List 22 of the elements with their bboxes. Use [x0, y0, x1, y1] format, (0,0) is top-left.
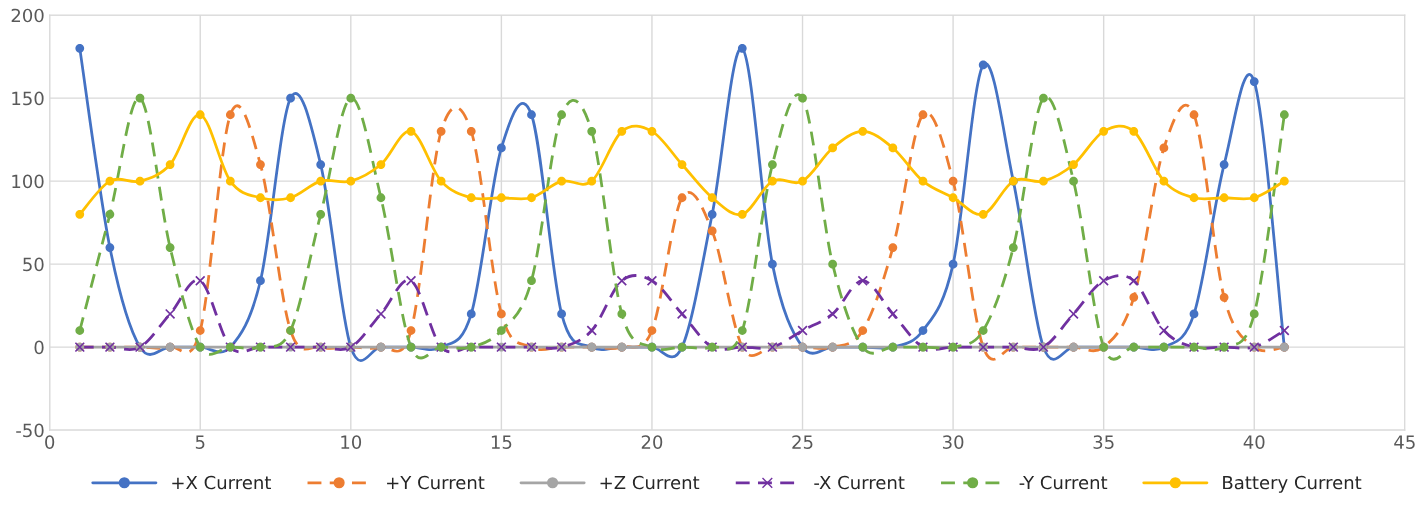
x-tick-label: 45: [1394, 435, 1415, 449]
legend-label: -X Current: [814, 475, 905, 490]
x-tick-label: 30: [942, 435, 964, 449]
x-tick-label: 40: [1243, 435, 1265, 449]
y-tick-label: 100: [12, 174, 44, 189]
legend-label: +Z Current: [600, 475, 700, 490]
x-tick-label: 35: [1093, 435, 1114, 449]
legend-label: +X Current: [172, 475, 271, 490]
x-tick-label: 5: [195, 435, 205, 449]
y-tick-label: 50: [23, 257, 44, 272]
y-tick-label: 0: [34, 340, 44, 355]
y-tick-label: 150: [12, 91, 44, 106]
legend-label: +Y Current: [387, 475, 485, 490]
y-tick-label: 200: [11, 8, 44, 23]
x-tick-label: 0: [45, 435, 55, 449]
x-tick-label: 15: [491, 435, 512, 449]
legend-label: Battery Current: [1223, 475, 1362, 493]
y-tick-label: -50: [16, 423, 44, 438]
x-tick-label: 10: [341, 435, 362, 449]
legend-label: -Y Current: [1019, 475, 1108, 490]
x-tick-label: 25: [792, 435, 813, 449]
x-tick-label: 20: [641, 435, 663, 449]
